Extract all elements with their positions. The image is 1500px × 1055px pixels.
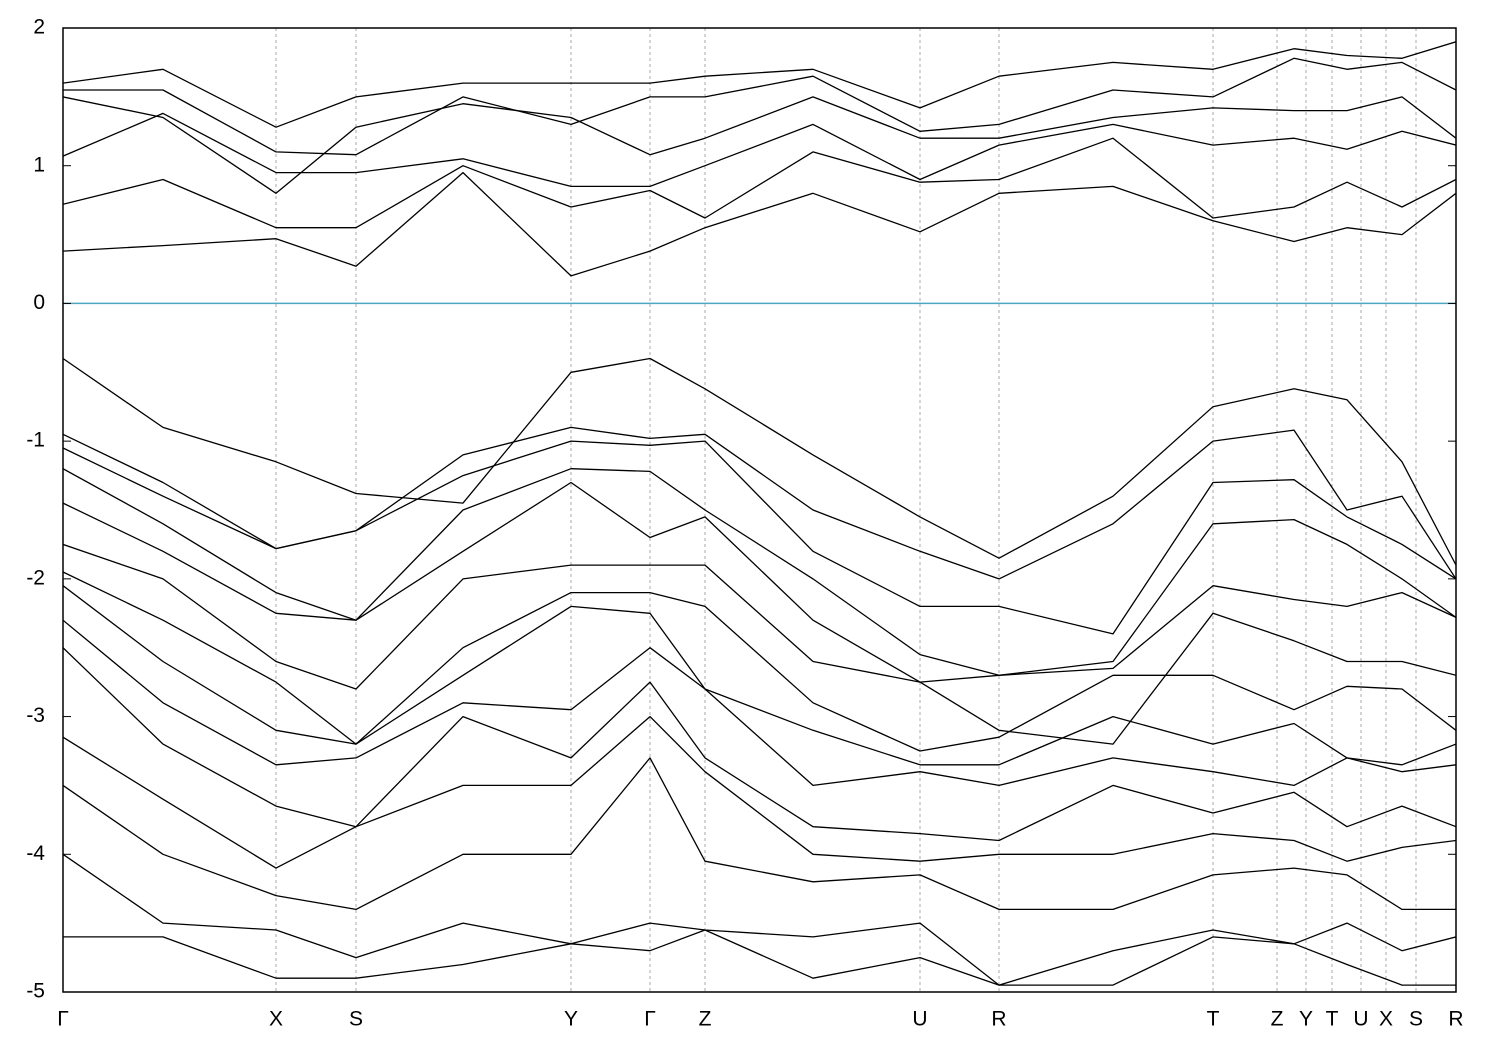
- band-line: [63, 357, 1456, 566]
- x-tick-label: T: [1326, 1008, 1339, 1031]
- y-tick-label: 2: [33, 16, 45, 39]
- y-tick-label: -2: [26, 566, 45, 589]
- band-line: [63, 929, 1456, 986]
- x-tick-label: Z: [699, 1008, 712, 1031]
- band-line: [63, 571, 1456, 752]
- x-tick-label: X: [269, 1008, 283, 1031]
- plot-frame: [62, 27, 1457, 993]
- band-line: [63, 468, 1456, 676]
- x-tick-label: U: [1353, 1008, 1368, 1031]
- y-tick-label: -4: [26, 842, 45, 865]
- band-line: [63, 171, 1456, 277]
- band-line: [63, 619, 1456, 787]
- x-tick-label: S: [349, 1008, 363, 1031]
- band-line: [63, 96, 1456, 194]
- x-tick-label: Γ: [57, 1008, 69, 1031]
- x-tick-label: T: [1207, 1008, 1220, 1031]
- band-line: [63, 137, 1456, 229]
- y-tick-label: 0: [33, 291, 45, 314]
- band-line: [63, 715, 1456, 869]
- band-line: [63, 543, 1456, 745]
- x-tick-label: Z: [1271, 1008, 1284, 1031]
- band-line: [63, 585, 1456, 766]
- x-tick-label: R: [991, 1008, 1006, 1031]
- band-line: [63, 481, 1456, 683]
- y-tick-label: -3: [26, 704, 45, 727]
- band-line: [63, 440, 1456, 635]
- x-tick-label: S: [1409, 1008, 1423, 1031]
- x-tick-label: Γ: [644, 1008, 656, 1031]
- band-line: [63, 647, 1456, 842]
- band-line: [63, 112, 1456, 188]
- x-tick-label: Y: [564, 1008, 578, 1031]
- y-tick-label: 1: [33, 153, 45, 176]
- x-tick-label: X: [1379, 1008, 1393, 1031]
- band-line: [63, 757, 1456, 911]
- x-tick-label: R: [1448, 1008, 1463, 1031]
- y-tick-label: -5: [26, 980, 45, 1003]
- plot-area: [63, 28, 1456, 992]
- x-tick-label: U: [912, 1008, 927, 1031]
- y-tick-label: -1: [26, 429, 45, 452]
- band-line: [63, 57, 1456, 156]
- band-line: [63, 853, 1456, 986]
- band-line: [63, 41, 1456, 128]
- x-tick-label: Y: [1299, 1008, 1313, 1031]
